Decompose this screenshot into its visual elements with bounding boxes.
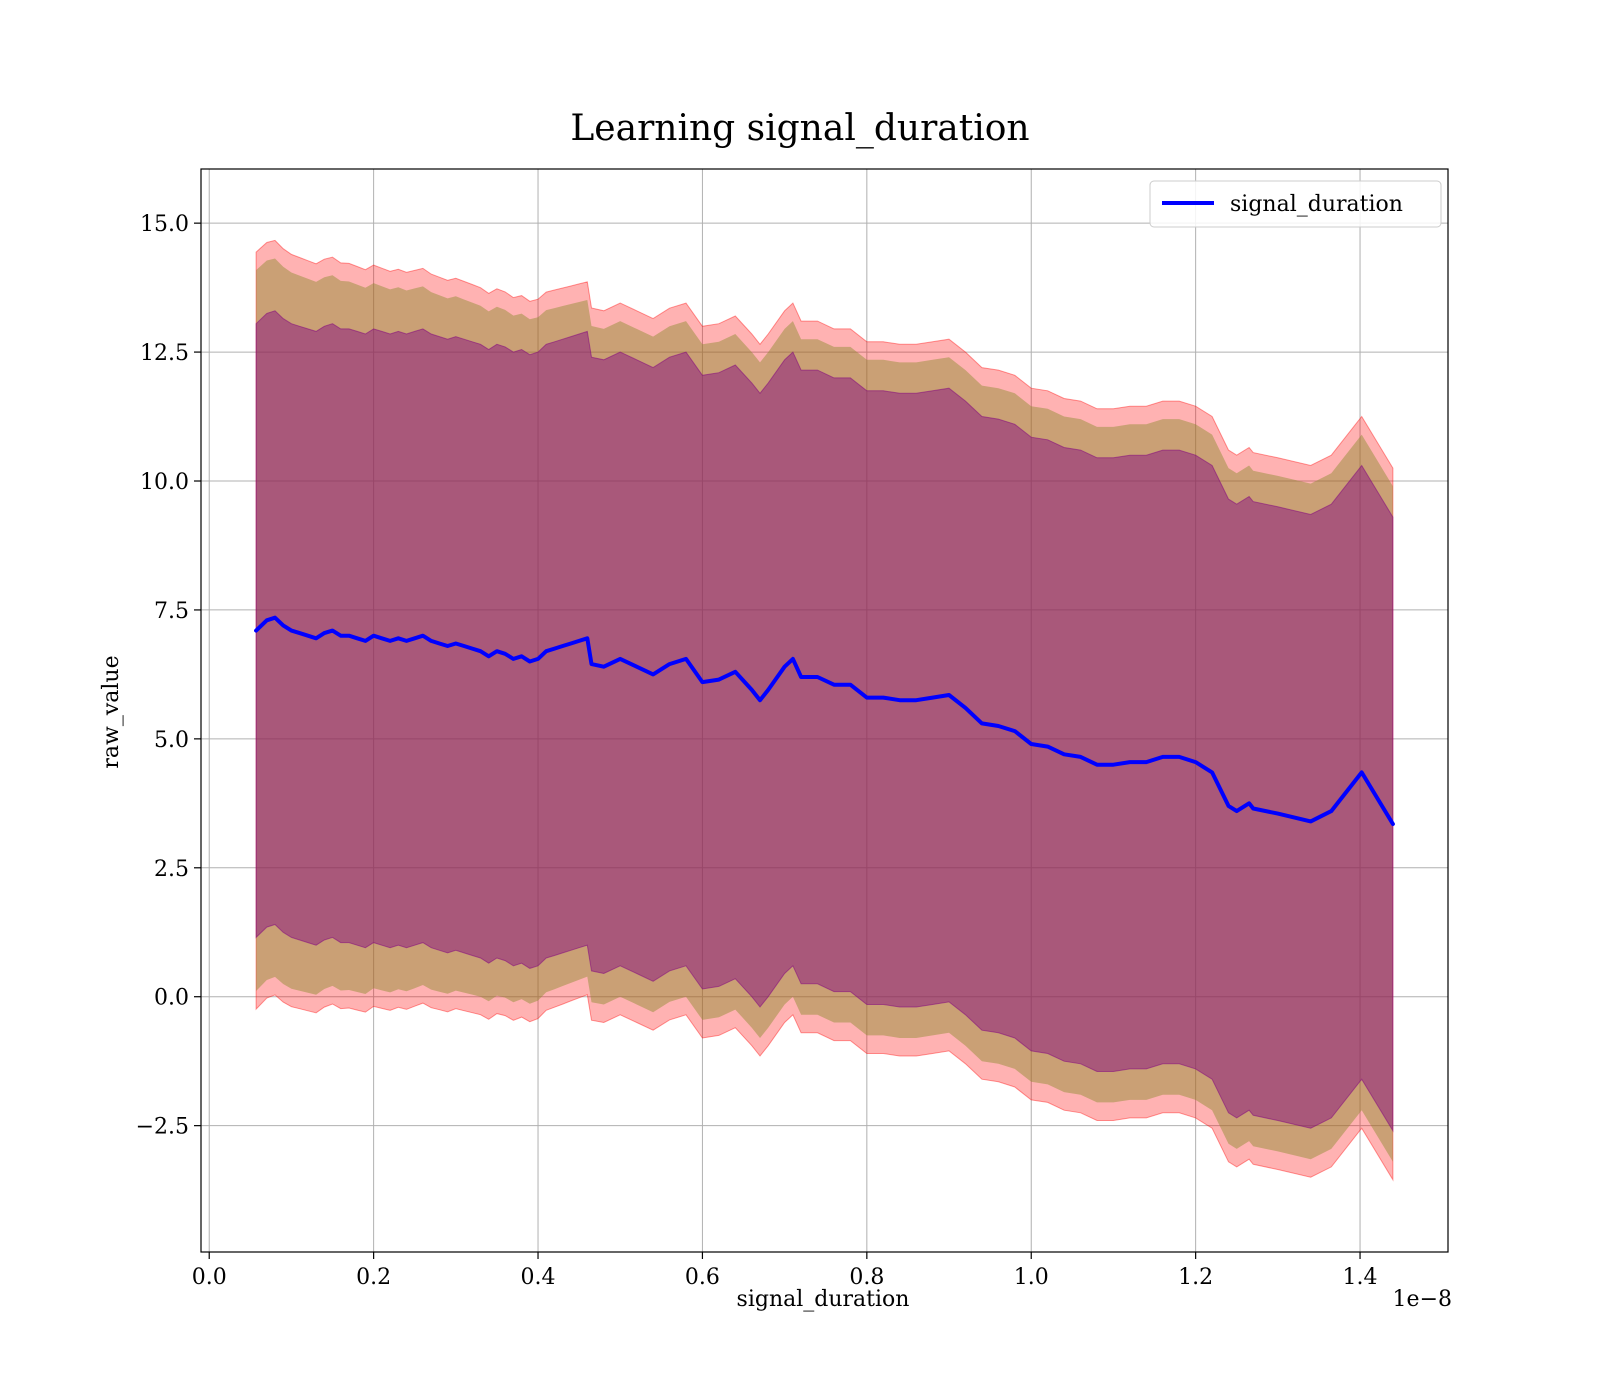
y-tick-label: 2.5 xyxy=(154,857,189,882)
x-tick-label: 0.4 xyxy=(521,1265,556,1290)
x-axis-ticks: 0.0 0.2 0.4 0.6 0.8 1.0 1.2 1.4 xyxy=(192,1252,1378,1290)
band-outer xyxy=(255,239,1394,1182)
plot-area: 0.0 0.2 0.4 0.6 0.8 1.0 1.2 1.4 −2.5 0.0 2.5 5.0 7.… xyxy=(136,168,1449,1290)
grid-lines xyxy=(201,169,1448,1252)
y-tick-label: 7.5 xyxy=(154,599,189,624)
y-tick-label: 10.0 xyxy=(140,470,189,495)
legend: signal_duration xyxy=(1149,180,1442,228)
y-tick-label: 12.5 xyxy=(140,341,189,366)
x-tick-label: 0.8 xyxy=(849,1265,884,1290)
y-axis-label: raw_value xyxy=(99,655,124,768)
y-tick-label: 0.0 xyxy=(154,986,189,1011)
x-axis-label: signal_duration xyxy=(737,1287,910,1312)
plot-frame xyxy=(200,168,1449,1253)
uncertainty-bands xyxy=(255,239,1394,1182)
x-tick-label: 0.6 xyxy=(685,1265,720,1290)
x-tick-label: 0.0 xyxy=(192,1265,227,1290)
x-axis-offset-label: 1e−8 xyxy=(1393,1287,1452,1312)
y-tick-label: −2.5 xyxy=(136,1115,189,1140)
band-inner xyxy=(255,310,1394,1133)
y-axis-ticks: −2.5 0.0 2.5 5.0 7.5 10.0 12.5 15.0 xyxy=(136,212,201,1140)
chart-title: Learning signal_duration xyxy=(570,108,1029,149)
legend-label-signal-duration: signal_duration xyxy=(1230,192,1403,217)
x-tick-label: 1.4 xyxy=(1343,1265,1378,1290)
y-tick-label: 15.0 xyxy=(140,212,189,237)
series-lines xyxy=(254,615,1395,826)
band-mid xyxy=(256,258,1393,1162)
x-tick-label: 0.2 xyxy=(356,1265,391,1290)
legend-box xyxy=(1149,180,1442,228)
x-tick-label: 1.2 xyxy=(1178,1265,1213,1290)
y-tick-label: 5.0 xyxy=(154,728,189,753)
x-tick-label: 1.0 xyxy=(1014,1265,1049,1290)
